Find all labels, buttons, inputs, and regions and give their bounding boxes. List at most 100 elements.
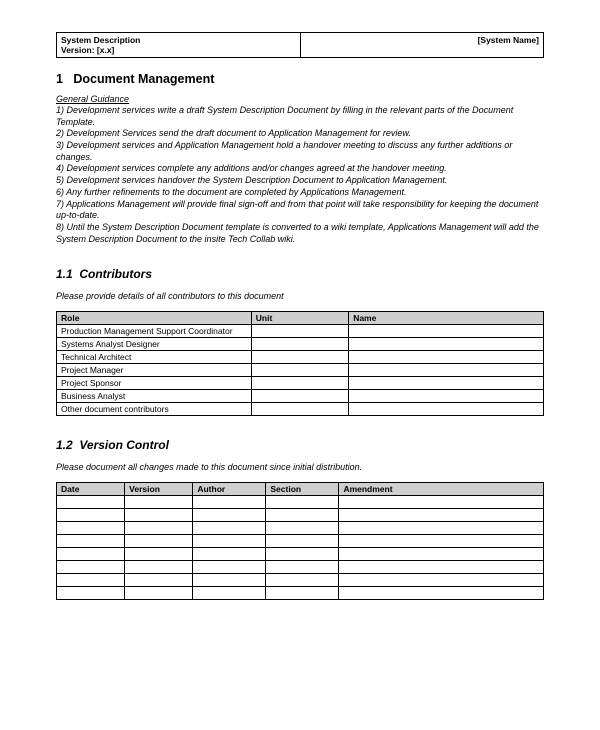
empty-cell — [193, 522, 266, 535]
empty-cell — [349, 390, 544, 403]
role-cell: Project Sponsor — [57, 377, 252, 390]
role-cell: Production Management Support Coordinato… — [57, 325, 252, 338]
guidance-item: 5) Development services handover the Sys… — [56, 175, 544, 187]
h2-title-2: Version Control — [79, 438, 169, 452]
table-row: Project Manager — [57, 364, 544, 377]
h2-num-1: 1.1 — [56, 267, 73, 281]
table-row — [57, 509, 544, 522]
empty-cell — [251, 351, 348, 364]
table-row: Systems Analyst Designer — [57, 338, 544, 351]
empty-cell — [349, 403, 544, 416]
contributors-table: RoleUnitName Production Management Suppor… — [56, 311, 544, 416]
empty-cell — [251, 403, 348, 416]
empty-cell — [57, 548, 125, 561]
header-title: System Description — [61, 35, 140, 45]
empty-cell — [266, 548, 339, 561]
empty-cell — [193, 496, 266, 509]
role-cell: Project Manager — [57, 364, 252, 377]
table-row — [57, 561, 544, 574]
table-row: Other document contributors — [57, 403, 544, 416]
empty-cell — [193, 509, 266, 522]
table-header: Date — [57, 483, 125, 496]
guidance-item: 4) Development services complete any add… — [56, 163, 544, 175]
empty-cell — [193, 535, 266, 548]
empty-cell — [57, 574, 125, 587]
section-1-2-heading: 1.2 Version Control — [56, 438, 544, 452]
empty-cell — [251, 338, 348, 351]
empty-cell — [125, 509, 193, 522]
empty-cell — [339, 587, 544, 600]
empty-cell — [57, 522, 125, 535]
guidance-item: 7) Applications Management will provide … — [56, 199, 544, 222]
empty-cell — [339, 548, 544, 561]
empty-cell — [266, 522, 339, 535]
empty-cell — [125, 548, 193, 561]
table-header: Name — [349, 312, 544, 325]
guidance-item: 3) Development services and Application … — [56, 140, 544, 163]
h2-title-1: Contributors — [79, 267, 152, 281]
header-version: Version: [x.x] — [61, 45, 114, 55]
table-row — [57, 522, 544, 535]
h1-title: Document Management — [73, 72, 214, 86]
role-cell: Other document contributors — [57, 403, 252, 416]
empty-cell — [266, 496, 339, 509]
guidance-item: 6) Any further refinements to the docume… — [56, 187, 544, 199]
empty-cell — [125, 587, 193, 600]
empty-cell — [57, 535, 125, 548]
empty-cell — [125, 522, 193, 535]
empty-cell — [339, 496, 544, 509]
empty-cell — [125, 496, 193, 509]
empty-cell — [339, 574, 544, 587]
role-cell: Technical Architect — [57, 351, 252, 364]
header-system-name: [System Name] — [478, 35, 539, 45]
empty-cell — [339, 561, 544, 574]
empty-cell — [251, 390, 348, 403]
empty-cell — [193, 561, 266, 574]
empty-cell — [339, 509, 544, 522]
table-row — [57, 535, 544, 548]
table-header: Role — [57, 312, 252, 325]
section-1-1-heading: 1.1 Contributors — [56, 267, 544, 281]
table-header: Author — [193, 483, 266, 496]
empty-cell — [266, 561, 339, 574]
empty-cell — [193, 587, 266, 600]
empty-cell — [339, 535, 544, 548]
empty-cell — [125, 535, 193, 548]
header-right: [System Name] — [300, 33, 544, 58]
guidance-item: 1) Development services write a draft Sy… — [56, 105, 544, 128]
empty-cell — [349, 338, 544, 351]
table-row: Technical Architect — [57, 351, 544, 364]
empty-cell — [349, 351, 544, 364]
empty-cell — [349, 364, 544, 377]
empty-cell — [266, 574, 339, 587]
table-header: Section — [266, 483, 339, 496]
empty-cell — [251, 325, 348, 338]
empty-cell — [125, 561, 193, 574]
empty-cell — [349, 325, 544, 338]
h2-num-2: 1.2 — [56, 438, 73, 452]
empty-cell — [57, 587, 125, 600]
table-row: Business Analyst — [57, 390, 544, 403]
table-row: Production Management Support Coordinato… — [57, 325, 544, 338]
guidance-item: 8) Until the System Description Document… — [56, 222, 544, 245]
empty-cell — [193, 574, 266, 587]
table-header: Unit — [251, 312, 348, 325]
table-header: Version — [125, 483, 193, 496]
doc-header-table: System Description Version: [x.x] [Syste… — [56, 32, 544, 58]
contributors-instruction: Please provide details of all contributo… — [56, 291, 544, 301]
header-left: System Description Version: [x.x] — [57, 33, 301, 58]
empty-cell — [57, 509, 125, 522]
guidance-list: 1) Development services write a draft Sy… — [56, 105, 544, 245]
table-header: Amendment — [339, 483, 544, 496]
empty-cell — [125, 574, 193, 587]
empty-cell — [266, 587, 339, 600]
empty-cell — [193, 548, 266, 561]
h1-num: 1 — [56, 72, 63, 86]
empty-cell — [266, 509, 339, 522]
empty-cell — [266, 535, 339, 548]
table-row: Project Sponsor — [57, 377, 544, 390]
guidance-item: 2) Development Services send the draft d… — [56, 128, 544, 140]
table-row — [57, 587, 544, 600]
table-row — [57, 574, 544, 587]
role-cell: Business Analyst — [57, 390, 252, 403]
